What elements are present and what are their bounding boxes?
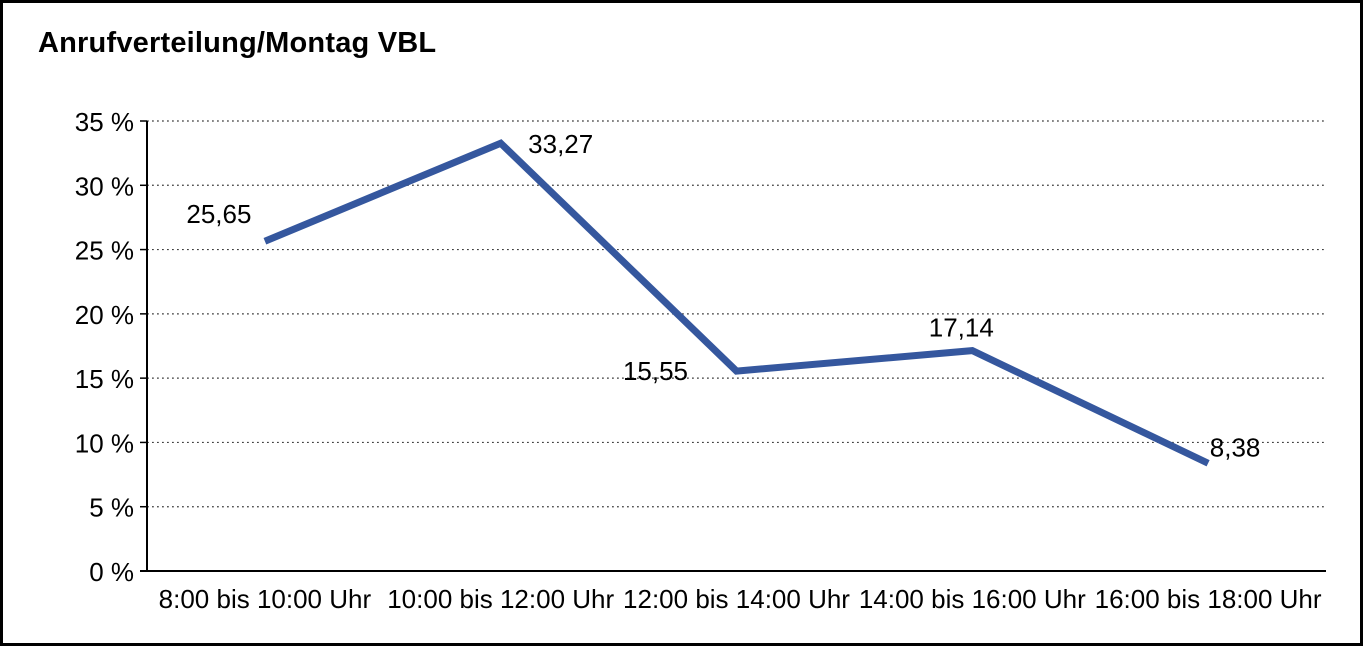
y-tick-label: 5 % xyxy=(89,493,134,523)
chart-title: Anrufverteilung/Montag VBL xyxy=(38,27,437,59)
y-tick-label: 10 % xyxy=(75,428,134,458)
data-point-label: 33,27 xyxy=(528,129,593,159)
data-point-label: 17,14 xyxy=(929,313,994,343)
x-tick-label: 16:00 bis 18:00 Uhr xyxy=(1095,584,1322,614)
y-tick-label: 0 % xyxy=(89,557,134,587)
x-tick-label: 14:00 bis 16:00 Uhr xyxy=(859,584,1086,614)
data-point-label: 15,55 xyxy=(623,356,688,386)
x-axis-labels: 8:00 bis 10:00 Uhr 10:00 bis 12:00 Uhr 12:… xyxy=(159,584,1322,614)
y-tick-label: 15 % xyxy=(75,364,134,394)
x-tick-label: 8:00 bis 10:00 Uhr xyxy=(159,584,372,614)
x-tick-label: 10:00 bis 12:00 Uhr xyxy=(387,584,614,614)
y-tick-label: 35 % xyxy=(75,107,134,137)
gridlines xyxy=(147,120,1326,508)
axes xyxy=(140,120,1326,572)
y-axis-labels: 0 % 5 % 10 % 15 % 20 % 25 % 30 % 35 % xyxy=(75,107,134,587)
line-chart: 25,65 33,27 15,55 17,14 8,38 0 % 5 % 10 % 15 % 2… xyxy=(75,107,1326,614)
y-tick-label: 20 % xyxy=(75,300,134,330)
data-series-line xyxy=(263,139,1210,467)
y-tick-label: 25 % xyxy=(75,236,134,266)
y-tick-label: 30 % xyxy=(75,171,134,201)
data-point-label: 8,38 xyxy=(1210,432,1261,462)
series-polyline xyxy=(263,139,1210,467)
data-point-label: 25,65 xyxy=(186,199,251,229)
data-labels: 25,65 33,27 15,55 17,14 8,38 xyxy=(186,129,1260,462)
x-tick-label: 12:00 bis 14:00 Uhr xyxy=(623,584,850,614)
